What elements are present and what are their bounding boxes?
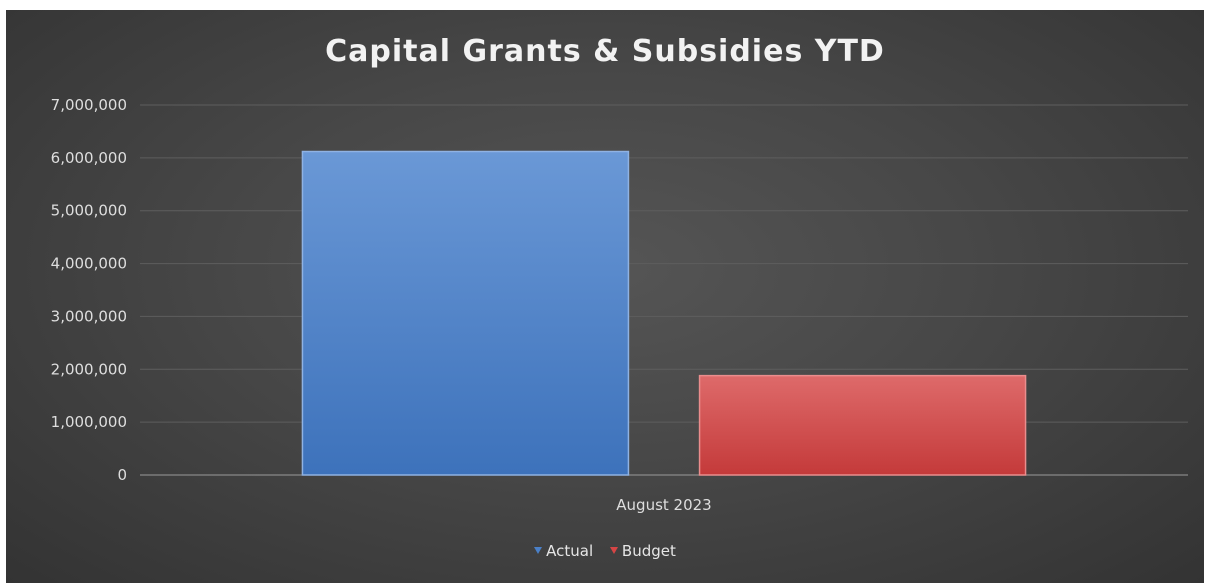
- legend-label-actual: Actual: [546, 541, 594, 560]
- legend-item-actual[interactable]: Actual: [534, 542, 593, 560]
- y-tick-label: 5,000,000: [51, 202, 127, 220]
- y-tick-label: 6,000,000: [51, 149, 127, 167]
- y-tick-label: 0: [117, 466, 127, 484]
- y-tick-label: 1,000,000: [51, 413, 127, 431]
- y-tick-label: 3,000,000: [51, 307, 127, 325]
- x-tick-label: August 2023: [616, 496, 711, 514]
- legend: Actual Budget: [0, 540, 1210, 560]
- y-tick-label: 2,000,000: [51, 360, 127, 378]
- legend-swatch-budget-icon: [609, 547, 618, 554]
- legend-label-budget: Budget: [621, 541, 676, 560]
- legend-item-budget[interactable]: Budget: [609, 541, 676, 560]
- bar-actual[interactable]: [301, 150, 630, 476]
- legend-swatch-actual-icon: [534, 547, 543, 554]
- y-tick-label: 4,000,000: [51, 255, 127, 273]
- bar-budget[interactable]: [698, 374, 1027, 476]
- chart-title: Capital Grants & Subsidies YTD: [325, 34, 885, 69]
- y-tick-label: 7,000,000: [51, 96, 127, 114]
